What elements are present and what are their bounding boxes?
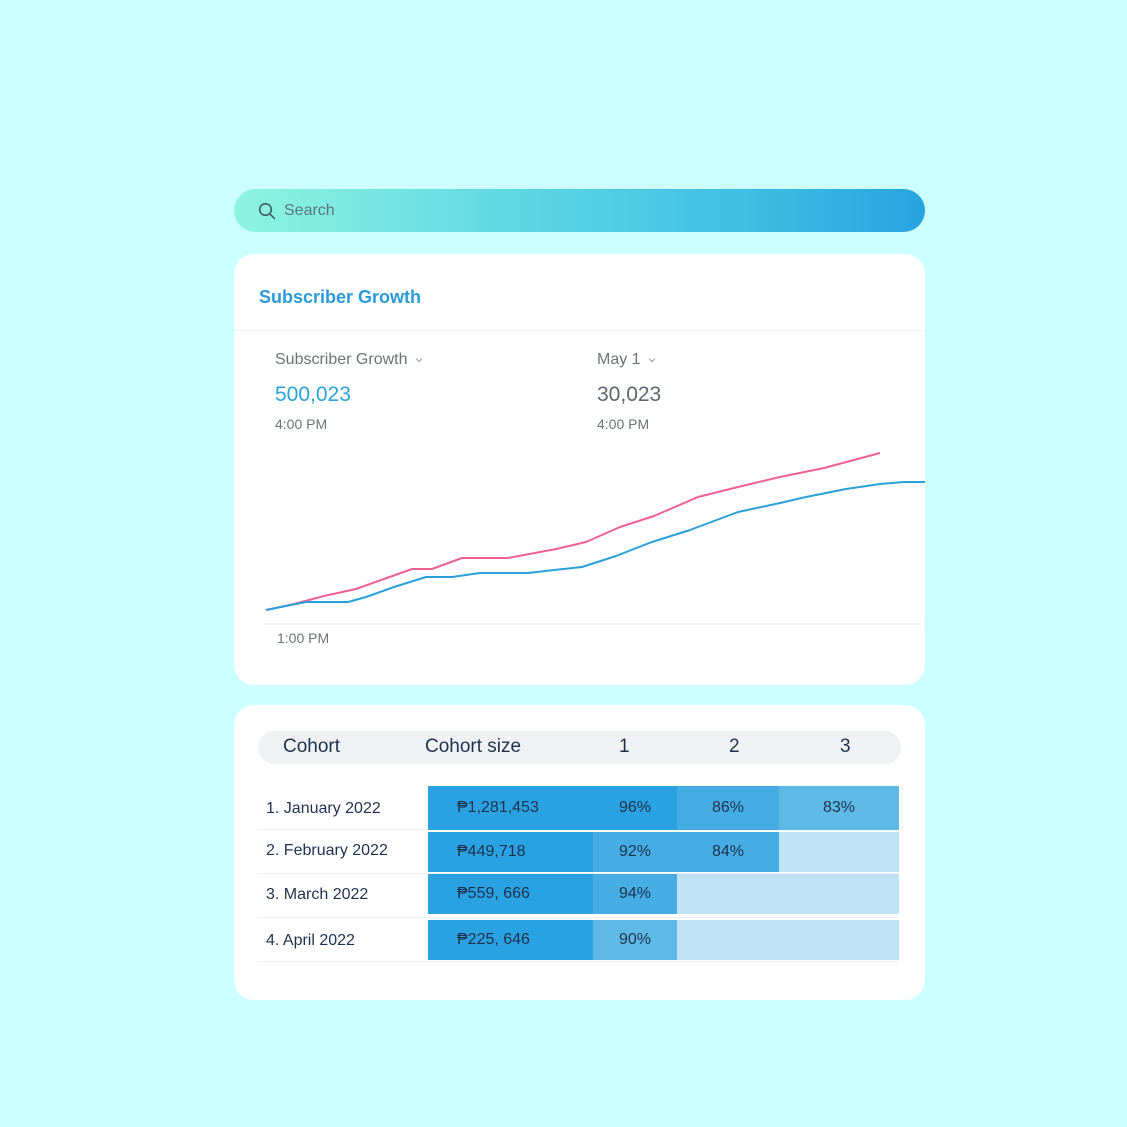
chevron-down-icon — [415, 358, 422, 363]
header-cohort: Cohort — [283, 736, 341, 757]
series-line-pink — [265, 452, 881, 611]
table-row: 3. March 2022 ₱559, 666 94% — [258, 874, 899, 918]
retention-cell: 83% — [779, 786, 899, 830]
subscriber-growth-card: Subscriber Growth Subscriber Growth 500,… — [234, 254, 925, 685]
row-label: 4. April 2022 — [266, 932, 355, 949]
date-metric-value: 30,023 — [597, 383, 662, 406]
search-icon — [258, 202, 276, 219]
retention-cell: 92% — [593, 832, 677, 872]
cohort-size-cell: ₱225, 646 — [428, 920, 593, 960]
empty-cell — [677, 920, 779, 960]
retention-cell: 94% — [593, 874, 677, 914]
growth-line-chart — [264, 452, 925, 625]
table-header: Cohort Cohort size 1 2 3 — [258, 731, 901, 764]
row-label: 3. March 2022 — [266, 886, 369, 903]
table-row: 4. April 2022 ₱225, 646 90% — [258, 918, 899, 962]
cohort-card: Cohort Cohort size 1 2 3 1. January 2022… — [234, 705, 925, 1000]
header-period-3: 3 — [840, 736, 851, 757]
search-bar[interactable] — [234, 189, 925, 232]
empty-cell — [677, 874, 779, 914]
metric-dropdown[interactable]: Subscriber Growth — [275, 349, 424, 371]
retention-cell: 86% — [677, 786, 779, 830]
search-input[interactable] — [284, 195, 884, 226]
date-label: May 1 — [597, 351, 641, 368]
header-period-2: 2 — [729, 736, 740, 757]
divider — [234, 330, 925, 331]
table-row: 2. February 2022 ₱449,718 92% 84% — [258, 830, 899, 874]
header-cohort-size: Cohort size — [425, 736, 522, 757]
series-line-blue — [265, 481, 925, 611]
metric-value: 500,023 — [275, 383, 351, 406]
retention-cell: 90% — [593, 920, 677, 960]
subscriber-growth-metric: Subscriber Growth 500,023 4:00 PM — [275, 349, 424, 432]
cohort-size-cell: ₱559, 666 — [428, 874, 593, 914]
table-row: 1. January 2022 ₱1,281,453 96% 86% 83% — [258, 786, 899, 830]
chevron-down-icon — [648, 358, 656, 363]
empty-cell — [779, 920, 899, 960]
row-label: 2. February 2022 — [266, 842, 388, 859]
date-metric: May 1 30,023 4:00 PM — [597, 349, 661, 432]
date-dropdown[interactable]: May 1 — [597, 349, 661, 371]
empty-cell — [779, 832, 899, 872]
retention-cell: 96% — [593, 786, 677, 830]
metric-label: Subscriber Growth — [275, 351, 408, 368]
card-title: Subscriber Growth — [259, 287, 422, 307]
date-metric-time: 4:00 PM — [597, 416, 650, 432]
header-period-1: 1 — [619, 736, 630, 757]
empty-cell — [779, 874, 899, 914]
retention-cell: 84% — [677, 832, 779, 872]
metric-time: 4:00 PM — [275, 416, 328, 432]
x-axis-label: 1:00 PM — [277, 630, 330, 646]
row-label: 1. January 2022 — [266, 800, 381, 817]
cohort-size-cell: ₱1,281,453 — [428, 786, 593, 830]
cohort-size-cell: ₱449,718 — [428, 832, 593, 872]
